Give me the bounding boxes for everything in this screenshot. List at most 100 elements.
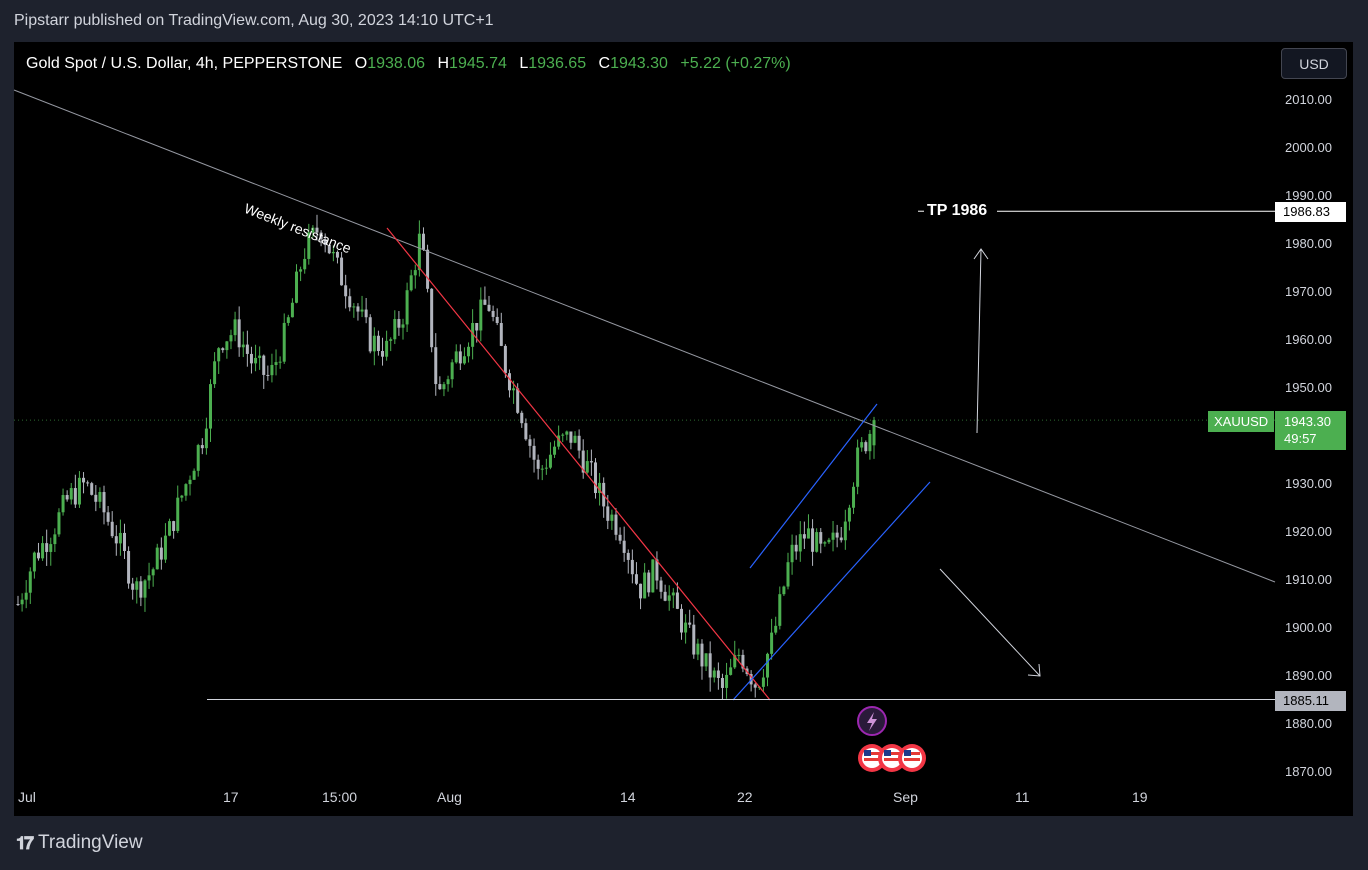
time-tick-label: 22 <box>737 789 753 805</box>
candle-body <box>495 316 499 324</box>
candle-body <box>90 483 94 495</box>
candle-body <box>839 537 843 541</box>
candle-body <box>295 271 299 303</box>
candle-body <box>254 357 258 364</box>
candle-body <box>24 592 28 600</box>
candle-body <box>131 583 135 590</box>
candle-body <box>561 434 565 436</box>
candle-body <box>725 674 729 688</box>
footer-brand[interactable]: 𝟏𝟕 TradingView <box>16 832 143 854</box>
candle-body <box>610 514 614 521</box>
candle-body <box>98 492 102 502</box>
candle-body <box>348 296 352 308</box>
channel-upper-line <box>749 403 878 569</box>
candle-body <box>860 442 864 448</box>
candle-body <box>647 572 651 593</box>
candle-body <box>315 227 319 233</box>
candle-body <box>397 319 401 328</box>
symbol-title[interactable]: Gold Spot / U.S. Dollar, 4h, PEPPERSTONE <box>26 55 343 72</box>
candle-body <box>356 306 360 312</box>
candle-body <box>692 624 696 655</box>
candle-body <box>65 495 69 500</box>
candle-body <box>450 362 454 380</box>
candle-body <box>381 350 385 357</box>
change-value: +5.22 (+0.27%) <box>680 55 791 72</box>
candle-body <box>454 351 458 363</box>
candle-body <box>483 299 487 305</box>
candle-body <box>53 534 57 545</box>
candle-body <box>249 353 253 364</box>
candle-body <box>426 249 430 289</box>
candle-body <box>573 435 577 443</box>
descending-trendline <box>386 227 771 701</box>
candle-body <box>659 580 663 592</box>
up-arrow-head <box>973 248 989 260</box>
us-flag-stripe <box>904 758 920 761</box>
price-tick-label: 1870.00 <box>1285 764 1332 779</box>
currency-button[interactable]: USD <box>1281 48 1347 79</box>
candle-body <box>135 581 139 590</box>
candle-body <box>872 420 876 446</box>
candle-body <box>41 543 45 559</box>
us-flag-canton <box>864 750 871 756</box>
candle-body <box>434 347 438 385</box>
us-flag-canton <box>884 750 891 756</box>
candle-body <box>196 445 200 471</box>
candle-body <box>507 373 511 391</box>
us-flag-stripe <box>904 752 920 755</box>
candle-body <box>577 435 581 451</box>
candle-body <box>368 317 372 352</box>
candle-body <box>155 547 159 570</box>
candle-body <box>143 580 147 598</box>
candle-body <box>581 450 585 473</box>
time-tick-label: 14 <box>620 789 636 805</box>
candle-body <box>61 495 65 513</box>
candle-body <box>344 285 348 297</box>
price-tick-label: 1970.00 <box>1285 284 1332 299</box>
candle-body <box>540 468 544 470</box>
candle-body <box>258 355 262 358</box>
candle-body <box>151 569 155 576</box>
candle-body <box>593 462 597 494</box>
bar-countdown: 49:57 <box>1284 431 1317 446</box>
price-tick-label: 1980.00 <box>1285 236 1332 251</box>
candle-body <box>598 482 602 494</box>
candle-body <box>286 317 290 323</box>
candle-body <box>290 302 294 318</box>
candle-body <box>45 543 49 552</box>
candle-body <box>180 495 184 498</box>
candle-body <box>393 319 397 340</box>
down-arrow-head <box>1027 663 1041 677</box>
candle-body <box>163 535 167 560</box>
candle-body <box>168 521 172 536</box>
candle-body <box>852 486 856 508</box>
candle-body <box>786 562 790 587</box>
candle-body <box>73 488 77 505</box>
time-tick-label: Aug <box>437 789 462 805</box>
candle-body <box>245 344 249 354</box>
candle-body <box>675 592 679 609</box>
last-price: 1943.30 <box>1284 414 1331 429</box>
chart-frame[interactable] <box>14 42 1353 816</box>
candle-body <box>503 345 507 374</box>
candle-body <box>475 323 479 331</box>
us-flag-canton <box>904 750 911 756</box>
candle-body <box>270 364 274 376</box>
candle-body <box>700 643 704 667</box>
candle-body <box>589 461 593 463</box>
candle-body <box>843 521 847 541</box>
candle-body <box>536 459 540 469</box>
candle-body <box>442 384 446 390</box>
candle-body <box>110 521 114 537</box>
tp-label: TP 1986 <box>927 202 988 219</box>
price-tick-label: 1910.00 <box>1285 572 1332 587</box>
last-price-tag: 1943.30 49:57 <box>1275 411 1346 450</box>
candle-body <box>815 532 819 552</box>
candle-body <box>680 608 684 633</box>
candle-body <box>790 544 794 563</box>
candle-body <box>868 433 872 452</box>
candle-body <box>417 233 421 271</box>
candle-body <box>82 477 86 483</box>
candle-body <box>512 388 516 391</box>
